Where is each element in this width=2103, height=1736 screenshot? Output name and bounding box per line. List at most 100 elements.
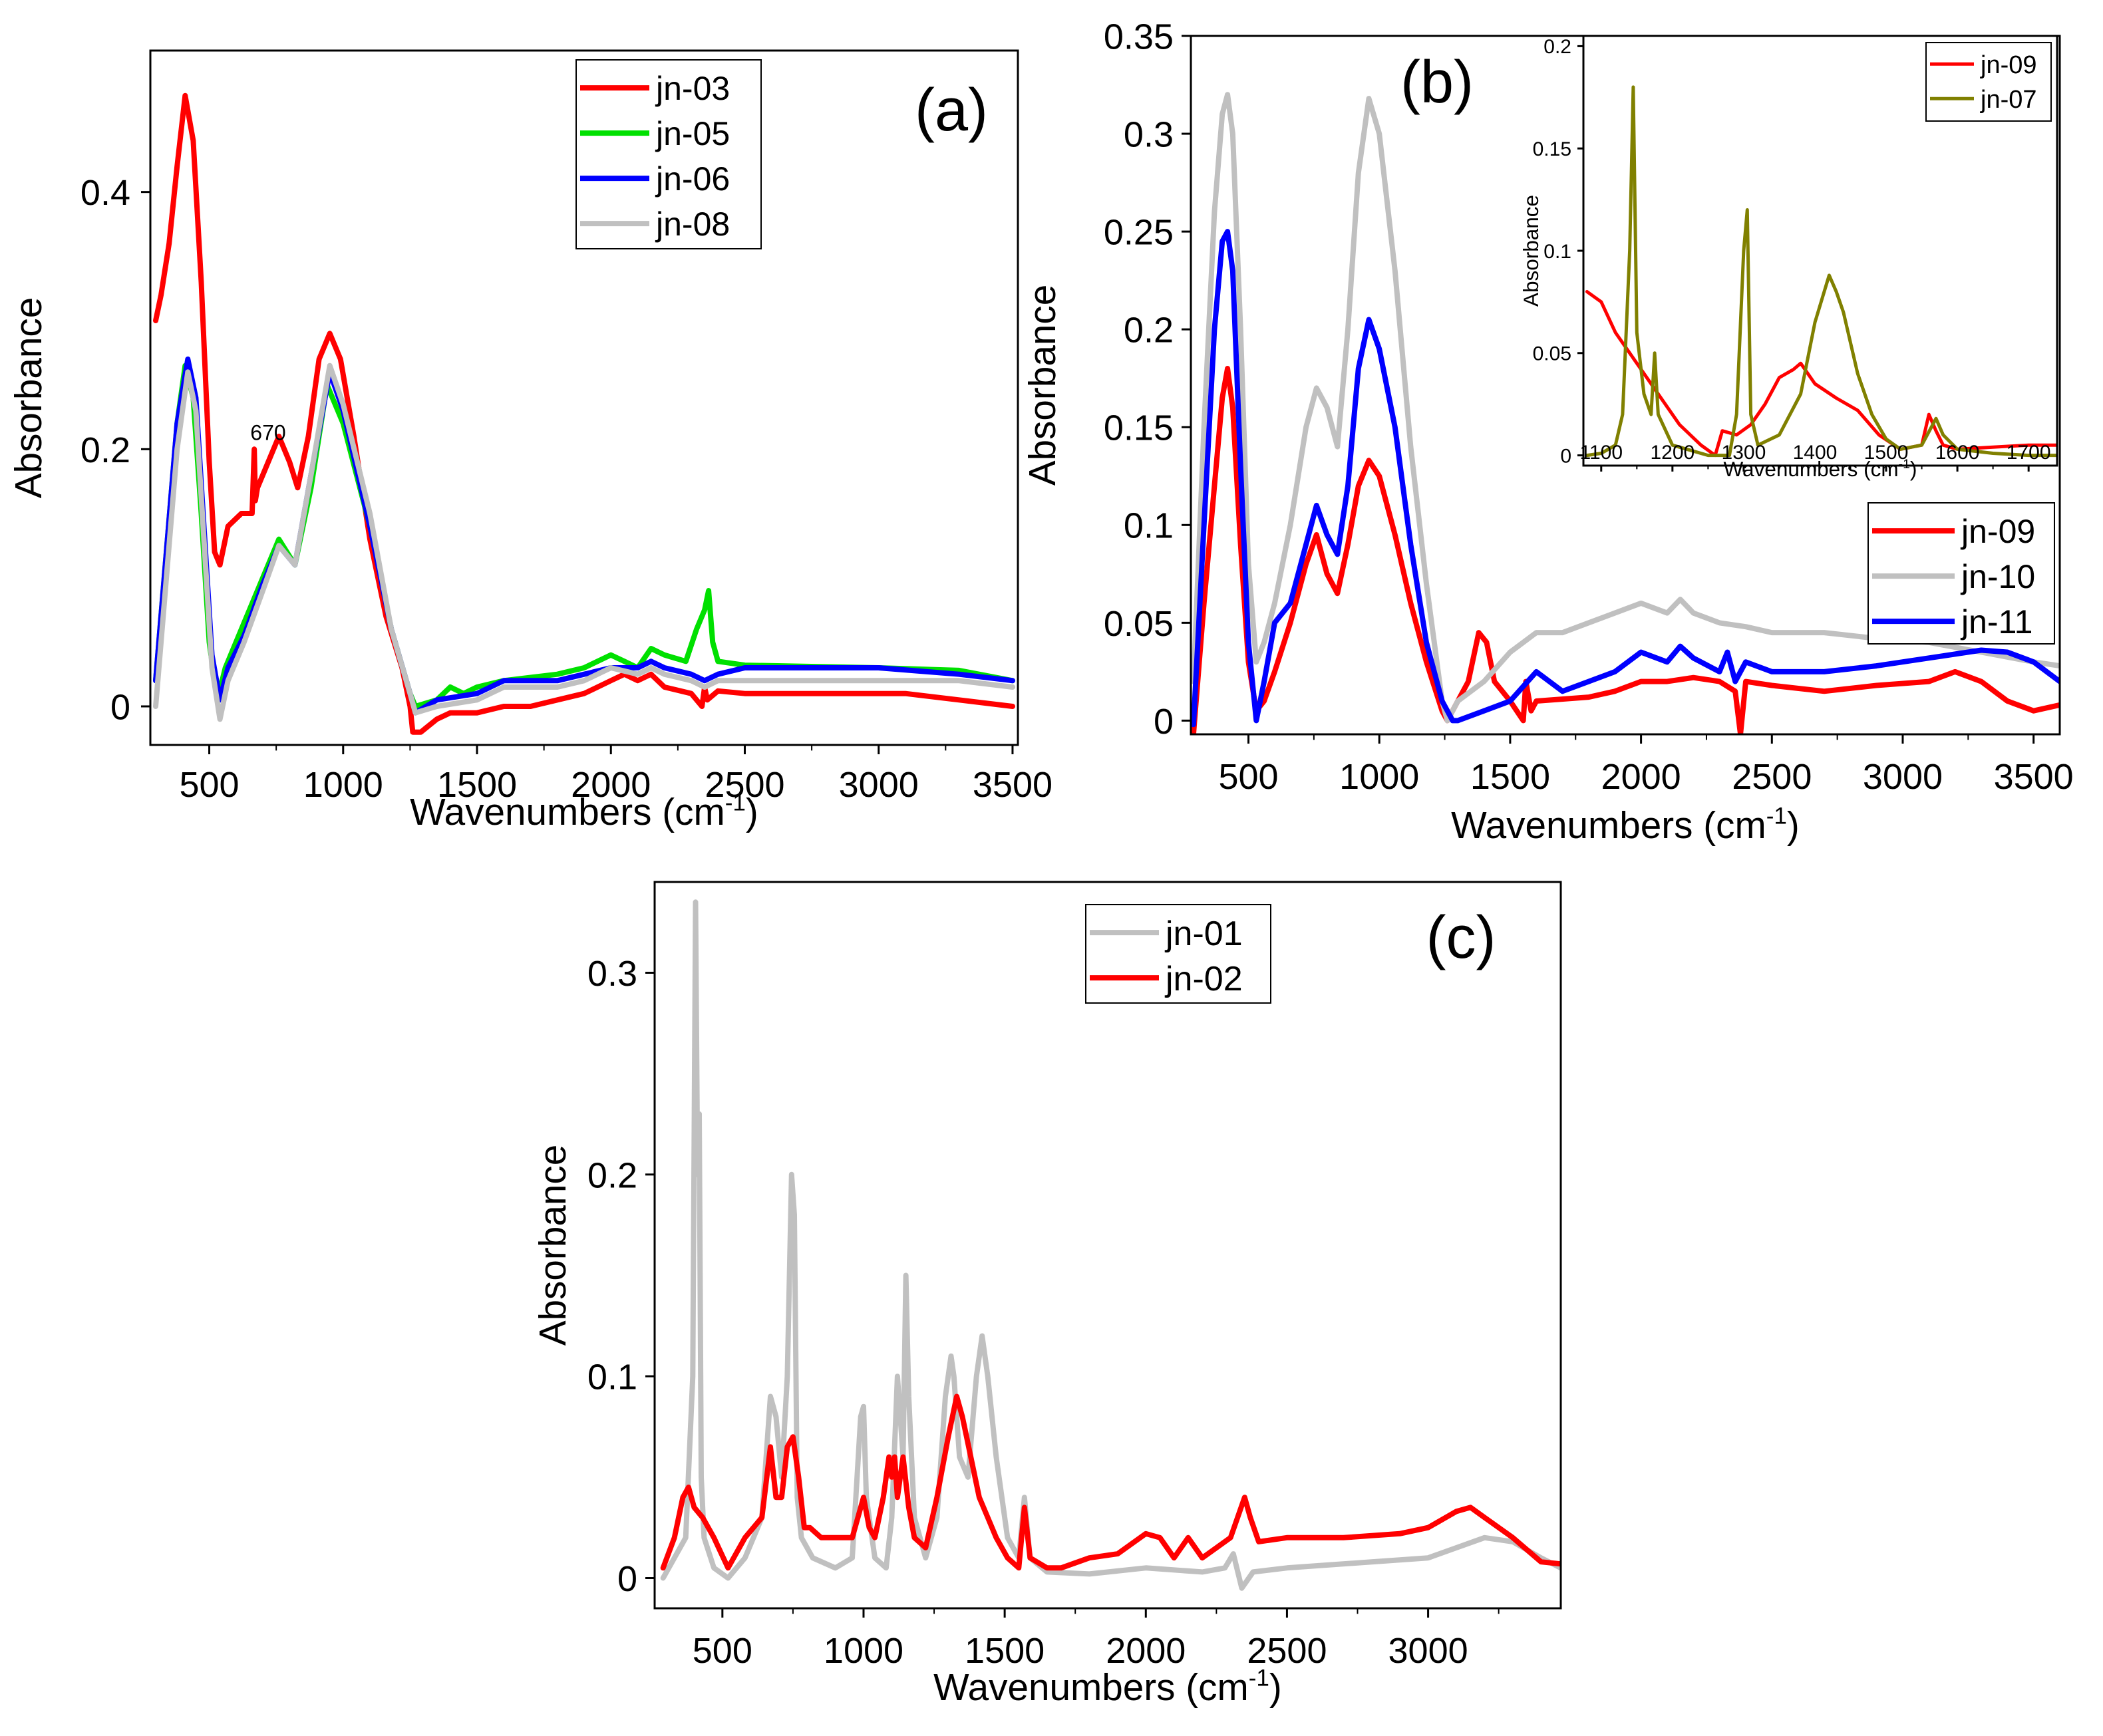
legend-box — [575, 59, 762, 249]
x-axis-label-text: Wavenumbers (cm — [1724, 457, 1899, 481]
x-tick-label: 1700 — [2007, 442, 2051, 464]
x-tick-label: 1000 — [1339, 757, 1419, 797]
x-tick-label: 3000 — [1863, 757, 1943, 797]
series-jn-09-line — [1585, 290, 2057, 458]
x-tick-label: 1000 — [824, 1631, 903, 1671]
x-tick-label: 2500 — [705, 765, 784, 805]
series-group — [1191, 92, 2060, 734]
y-tick-label: 0.05 — [1533, 343, 1571, 365]
x-tick-label: 2000 — [1106, 1631, 1186, 1671]
legend-label-jn-08: jn-08 — [655, 206, 730, 243]
x-axis-label-sup: -1 — [1766, 803, 1787, 829]
x-tick-label: 500 — [1218, 757, 1278, 797]
legend-label-jn-03: jn-03 — [655, 70, 730, 107]
x-tick-label: 1400 — [1793, 442, 1838, 464]
legend-label-jn-05: jn-05 — [655, 115, 730, 152]
y-tick-label: 0 — [617, 1559, 637, 1599]
x-tick-label: 1300 — [1722, 442, 1766, 464]
chart-b-inset: 1100 1200 1300 1400 1500 1600 1700 0 0.05 0.1 0.15… — [1519, 35, 2058, 481]
x-axis-label-close: ) — [746, 792, 758, 833]
legend-label-jn-01: jn-01 — [1164, 915, 1243, 953]
y-axis-label: Absorbance — [1022, 285, 1064, 486]
x-tick-label: 2500 — [1247, 1631, 1327, 1671]
chart-a: 500 1000 1500 2000 2500 3000 3500 0 0.2 0.4 Wavenu… — [8, 49, 1052, 833]
legend-label-jn-07: jn-07 — [1980, 86, 2037, 114]
y-tick-label: 0.15 — [1533, 138, 1571, 160]
series-group — [660, 899, 1561, 1591]
y-tick-label: 0.15 — [1104, 408, 1174, 448]
y-axis-label: Absorbance — [532, 1145, 574, 1346]
y-tick-label: 0.2 — [1124, 311, 1174, 351]
panel-label: (b) — [1400, 49, 1474, 116]
x-tick-label: 3500 — [1994, 757, 2074, 797]
x-axis-label-sup: -1 — [1249, 1665, 1269, 1691]
y-axis-label: Absorbance — [1519, 195, 1543, 307]
series-jn-11-line — [1191, 229, 2060, 728]
x-axis-label: Wavenumbers (cm-1) — [1724, 457, 1917, 481]
y-tick-label: 0.25 — [1104, 213, 1174, 253]
x-tick-label: 1500 — [1470, 757, 1550, 797]
x-axis-label-close: ) — [1269, 1667, 1282, 1709]
x-axis-label-text: Wavenumbers (cm — [933, 1667, 1249, 1709]
y-tick-label: 0.2 — [587, 1155, 637, 1195]
x-axis-label: Wavenumbers (cm-1) — [410, 790, 758, 833]
x-axis-label-sup: -1 — [725, 790, 746, 815]
x-tick-label: 2500 — [1732, 757, 1812, 797]
legend-label-jn-09: jn-09 — [1980, 51, 2037, 79]
y-tick-label: 0.1 — [1124, 506, 1174, 546]
legend-box — [1925, 42, 2052, 122]
series-group — [1585, 85, 2057, 458]
y-tick-label: 0 — [1154, 702, 1174, 742]
axes-frame — [149, 49, 1019, 746]
x-tick-label: 2000 — [571, 765, 651, 805]
panel-label: (c) — [1426, 905, 1496, 971]
x-tick-label: 3000 — [839, 765, 919, 805]
x-tick-label: 1600 — [1935, 442, 1980, 464]
y-tick-label: 0.3 — [587, 954, 637, 994]
legend-label-jn-02: jn-02 — [1164, 960, 1243, 998]
x-tick-label: 1000 — [303, 765, 383, 805]
y-tick-label: 0 — [1560, 445, 1571, 467]
x-tick-label: 1500 — [1864, 442, 1909, 464]
legend-label-jn-06: jn-06 — [655, 160, 730, 198]
x-tick-label: 500 — [179, 765, 239, 805]
y-tick-label: 0.3 — [1124, 114, 1174, 154]
series-group — [153, 92, 1015, 735]
y-tick-label: 0.1 — [587, 1358, 637, 1397]
x-tick-label: 1500 — [965, 1631, 1045, 1671]
y-tick-label: 0.35 — [1104, 17, 1174, 57]
x-tick-label: 3000 — [1388, 1631, 1468, 1671]
legend: jn-09 jn-07 — [1925, 42, 2052, 122]
legend: jn-03 jn-05 jn-06 jn-08 — [575, 59, 762, 249]
legend-box — [1085, 904, 1271, 1004]
legend: jn-09 jn-10 jn-11 — [1867, 502, 2055, 645]
x-tick-label: 500 — [693, 1631, 752, 1671]
x-axis-label-text: Wavenumbers (cm — [410, 792, 725, 833]
y-tick-label: 0.1 — [1543, 241, 1571, 263]
series-jn-10-line — [1191, 92, 2060, 724]
x-axis-label: Wavenumbers (cm-1) — [933, 1665, 1282, 1709]
y-tick-label: 0.05 — [1104, 604, 1174, 644]
series-jn-01-line — [660, 899, 1561, 1591]
legend: jn-01 jn-02 — [1085, 904, 1271, 1004]
axes-frame — [653, 881, 1562, 1610]
x-tick-label: 2000 — [1601, 757, 1681, 797]
chart-c: 500 1000 1500 2000 2500 3000 0 0.1 0.2 0.3 Wavenum… — [532, 881, 1562, 1709]
y-tick-label: 0.2 — [81, 430, 130, 470]
legend-label-jn-09: jn-09 — [1960, 513, 2035, 550]
y-tick-label: 0.4 — [81, 173, 130, 213]
annotation-label: 670 — [250, 420, 285, 444]
x-axis-label-text: Wavenumbers (cm — [1451, 805, 1766, 847]
y-tick-label: 0.2 — [1543, 36, 1571, 58]
x-axis-label: Wavenumbers (cm-1) — [1451, 803, 1800, 847]
legend-label-jn-11: jn-11 — [1960, 603, 2032, 641]
x-axis-label-close: ) — [1787, 805, 1800, 847]
series-jn-08-line — [153, 362, 1015, 722]
panel-label: (a) — [915, 77, 988, 144]
y-tick-label: 0 — [110, 687, 130, 727]
legend-label-jn-10: jn-10 — [1960, 558, 2035, 595]
x-tick-label: 3500 — [973, 765, 1052, 805]
series-jn-02-line — [660, 1393, 1561, 1571]
x-tick-label: 1500 — [437, 765, 517, 805]
x-tick-label: 1200 — [1650, 442, 1695, 464]
